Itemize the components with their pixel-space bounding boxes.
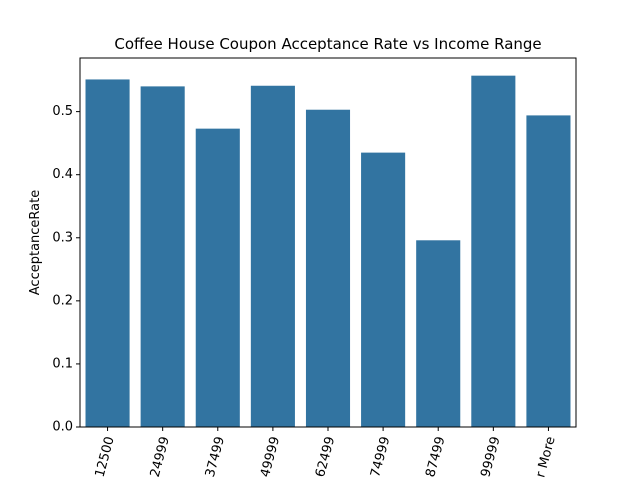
bar-5	[305, 109, 351, 427]
y-tick-label: 0.5	[52, 104, 73, 119]
y-axis: 0.0 0.1 0.2 0.3 0.4 0.5	[52, 104, 80, 435]
x-tick-label: 24999	[148, 435, 173, 479]
bar-6	[361, 152, 406, 427]
y-tick-label: 0.3	[52, 230, 73, 245]
chart-title: Coffee House Coupon Acceptance Rate vs I…	[114, 35, 541, 53]
bar-3	[195, 128, 240, 427]
x-tick-label: 49999	[258, 435, 283, 479]
bar-4	[250, 85, 295, 427]
y-tick-label: 0.1	[52, 356, 73, 371]
x-axis: 12500 24999 37499 49999 62499 74999 87499 99999…	[93, 427, 559, 479]
y-axis-label: AcceptanceRate	[28, 190, 43, 295]
plot-frame	[79, 57, 577, 428]
bars-group	[85, 75, 571, 428]
x-tick-label: 99999	[478, 435, 503, 479]
bar-7	[416, 240, 461, 427]
x-tick-label: r More	[533, 435, 558, 479]
x-tick-label: 37499	[203, 435, 228, 479]
x-tick-label: 87499	[423, 435, 448, 479]
x-tick-label: 62499	[313, 435, 338, 479]
y-tick-label: 0.2	[52, 293, 73, 308]
x-tick-label: 74999	[368, 435, 393, 479]
bar-1	[85, 79, 130, 427]
x-tick-label: 12500	[93, 435, 118, 479]
bar-8	[471, 75, 516, 428]
y-tick-label: 0.4	[52, 167, 73, 182]
bar-2	[140, 86, 185, 427]
y-tick-label: 0.0	[52, 420, 73, 435]
bar-9	[526, 115, 571, 428]
